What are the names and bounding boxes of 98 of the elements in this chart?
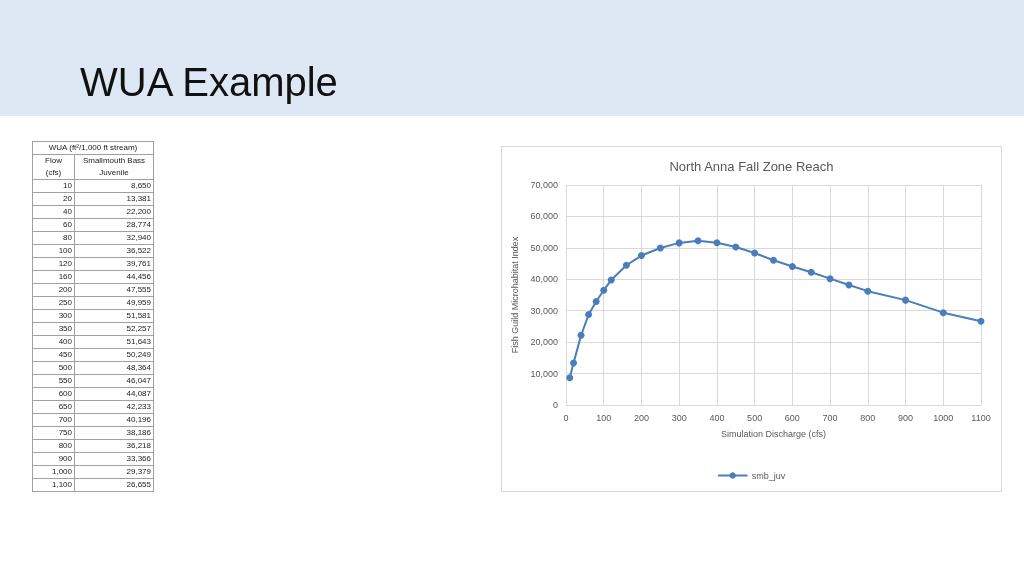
point (788, 262, 796, 270)
data-label: 44,456 (74, 270, 154, 284)
x-tick-label: 300 (671, 412, 687, 423)
category-label: 650 (32, 400, 75, 414)
category-label: 60 (32, 218, 75, 232)
category-label: 550 (32, 374, 75, 388)
point (977, 317, 985, 325)
point (751, 249, 759, 257)
point (732, 243, 740, 251)
category-label: 600 (32, 387, 75, 401)
y-tick-label: 50,000 (530, 242, 558, 253)
data-label: 29,379 (74, 465, 154, 479)
category-label: 40 (32, 205, 75, 219)
y-tick-label: 60,000 (530, 211, 558, 222)
chart-title: North Anna Fall Zone Reach (669, 159, 834, 174)
data-label: 36,522 (74, 244, 154, 258)
x-tick-label: 0 (563, 412, 569, 423)
category-label: 450 (32, 348, 75, 362)
data-label: 22,200 (74, 205, 154, 219)
point (656, 244, 664, 252)
y-tick-label: 70,000 (530, 180, 558, 190)
point (770, 256, 777, 264)
x-tick-label: 100 (596, 412, 612, 423)
point (600, 286, 608, 294)
data-label: 32,940 (74, 231, 154, 245)
text: Smallmouth Bass Juvenile (81, 155, 147, 179)
y-axis-title: Fish Guild Microhabitat Index (510, 236, 521, 354)
data-label: 50,249 (74, 348, 154, 362)
category-label: 350 (32, 322, 75, 336)
point (939, 309, 947, 317)
point (807, 268, 815, 276)
data-label: 26,655 (74, 478, 154, 492)
category-label: 80 (32, 231, 75, 245)
y-tick-label: 30,000 (530, 305, 558, 316)
point (570, 359, 578, 367)
point (577, 331, 585, 339)
y-tick-label: 20,000 (530, 337, 558, 348)
x-tick-label: 1000 (933, 412, 954, 423)
y-tick-label: 0 (552, 400, 558, 410)
data-label: 38,186 (74, 426, 154, 440)
point (713, 239, 721, 247)
text: Flow (cfs) (44, 155, 63, 179)
data-label: 49,959 (74, 296, 154, 310)
data-label: 40,196 (74, 413, 154, 427)
x-tick-label: 600 (784, 412, 800, 423)
category-label: 900 (32, 452, 75, 466)
point (637, 252, 645, 260)
category-label: 160 (32, 270, 75, 284)
category-label: 500 (32, 361, 75, 375)
category-label: 1,000 (32, 465, 75, 479)
point (826, 275, 834, 283)
data-label: 28,774 (74, 218, 154, 232)
data-label: 13,381 (74, 192, 154, 206)
data-label: 42,233 (74, 400, 154, 414)
point (622, 261, 630, 269)
x-tick-label: 900 (898, 412, 914, 423)
data-label: 51,643 (74, 335, 154, 349)
text: WUA (ft²/1,000 ft stream) (32, 141, 154, 155)
category-label: 800 (32, 439, 75, 453)
point (864, 287, 872, 295)
y-tick-label: 40,000 (530, 274, 558, 285)
data-label: 48,364 (74, 361, 154, 375)
data-label: 51,581 (74, 309, 154, 323)
y-tick-label: 10,000 (530, 368, 558, 379)
data-label: 8,650 (74, 179, 154, 193)
data-label: 36,218 (74, 439, 154, 453)
category-label: 20 (32, 192, 75, 206)
point (694, 237, 702, 245)
category-label: 750 (32, 426, 75, 440)
point (585, 311, 593, 319)
category-label: 100 (32, 244, 75, 258)
category-label: 120 (32, 257, 75, 271)
data-label: 52,257 (74, 322, 154, 336)
category-label: 10 (32, 179, 75, 193)
x-tick-label: 1100 (971, 412, 991, 423)
legend-label: smb_juv (751, 470, 786, 481)
data-label: 46,047 (74, 374, 154, 388)
text: WUA Example (80, 59, 338, 106)
x-tick-label: 200 (633, 412, 649, 423)
x-tick-label: 700 (822, 412, 838, 423)
point (902, 296, 910, 304)
category-label: 300 (32, 309, 75, 323)
category-label: 250 (32, 296, 75, 310)
x-tick-label: 400 (709, 412, 725, 423)
category-label: 400 (32, 335, 75, 349)
data-label: 47,555 (74, 283, 154, 297)
x-axis-title: Simulation Discharge (cfs) (720, 428, 827, 439)
point (675, 239, 683, 247)
category-label: 200 (32, 283, 75, 297)
point (592, 297, 600, 305)
data-label: 33,366 (74, 452, 154, 466)
data-label: 44,087 (74, 387, 154, 401)
x-tick-label: 800 (860, 412, 876, 423)
x-tick-label: 500 (747, 412, 763, 423)
category-label: 1,100 (32, 478, 75, 492)
data-label: 39,761 (74, 257, 154, 271)
point (566, 374, 574, 382)
point (607, 276, 615, 284)
